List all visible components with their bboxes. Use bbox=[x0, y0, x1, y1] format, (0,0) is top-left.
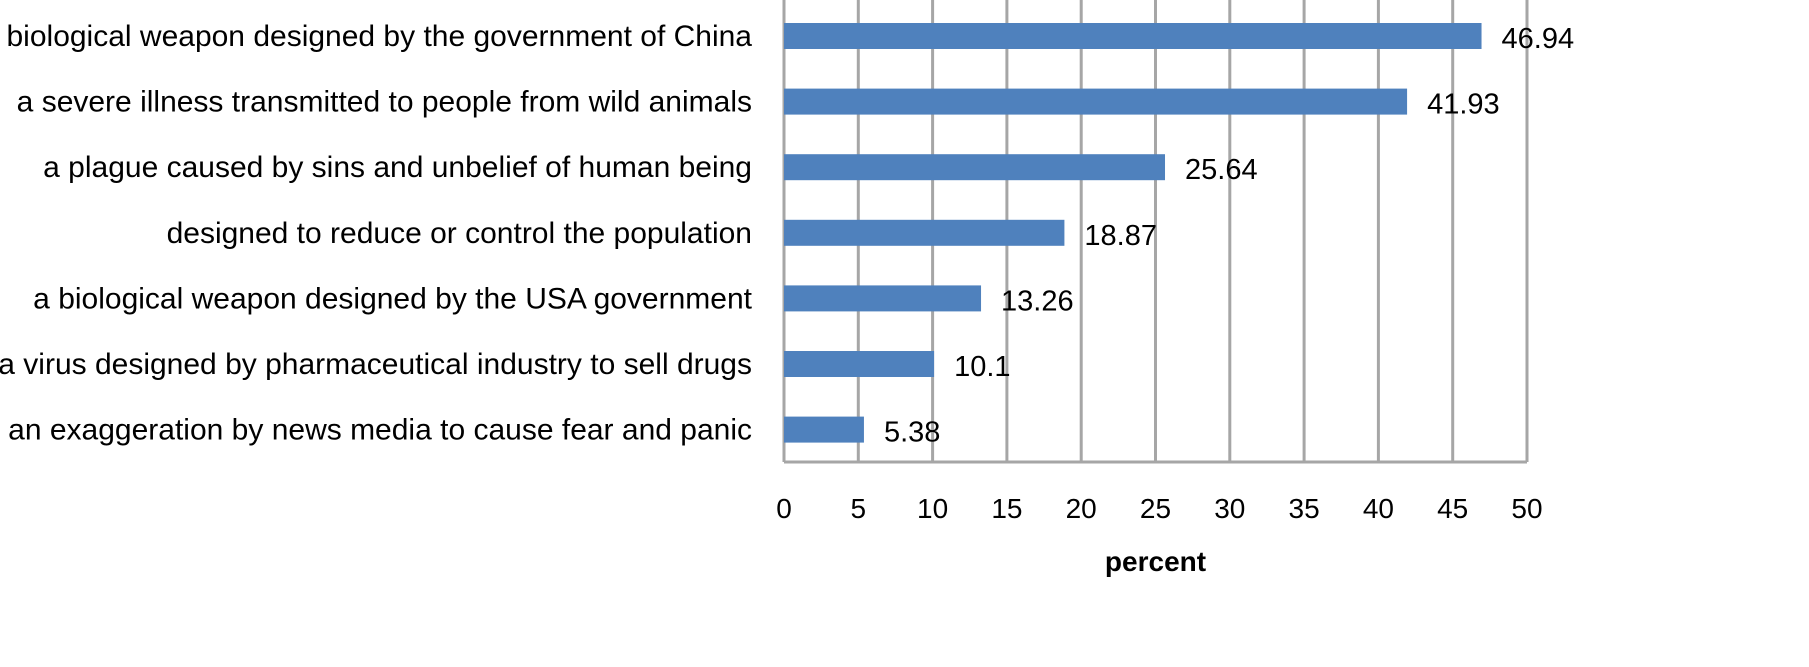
x-tick-label: 35 bbox=[1289, 493, 1320, 524]
data-label: 25.64 bbox=[1185, 154, 1258, 186]
bar bbox=[784, 351, 935, 377]
data-label: 5.38 bbox=[884, 417, 940, 449]
x-tick-label: 30 bbox=[1214, 493, 1245, 524]
data-label: 18.87 bbox=[1084, 220, 1157, 252]
category-label: a biological weapon designed by the gove… bbox=[0, 20, 752, 53]
category-label: an exaggeration by news media to cause f… bbox=[8, 414, 752, 447]
x-tick-label: 45 bbox=[1437, 493, 1468, 524]
x-tick-label: 40 bbox=[1363, 493, 1394, 524]
x-tick-labels: 0 5 10 15 20 25 30 35 40 45 50 bbox=[776, 493, 1542, 524]
category-label: a plague caused by sins and unbelief of … bbox=[43, 151, 752, 184]
category-label: a virus designed by pharmaceutical indus… bbox=[0, 348, 752, 381]
data-label: 46.94 bbox=[1502, 23, 1575, 55]
x-tick-label: 5 bbox=[851, 493, 867, 524]
bar bbox=[784, 285, 982, 312]
x-tick-label: 15 bbox=[991, 493, 1022, 524]
bar bbox=[784, 154, 1166, 181]
x-tick-label: 50 bbox=[1511, 493, 1542, 524]
bars bbox=[784, 23, 1482, 443]
bar bbox=[784, 219, 1065, 246]
data-label: 41.93 bbox=[1427, 89, 1500, 121]
gridlines bbox=[782, 0, 1529, 464]
bar bbox=[784, 88, 1408, 115]
x-axis-title: percent bbox=[1105, 546, 1206, 577]
data-label: 13.26 bbox=[1001, 285, 1074, 317]
x-tick-label: 20 bbox=[1066, 493, 1097, 524]
category-label: a biological weapon designed by the USA … bbox=[33, 282, 752, 315]
bar bbox=[784, 416, 864, 443]
x-tick-label: 0 bbox=[776, 493, 792, 524]
bar bbox=[784, 23, 1482, 49]
category-label: a severe illness transmitted to people f… bbox=[17, 86, 752, 119]
x-tick-label: 25 bbox=[1140, 493, 1171, 524]
data-label: 10.1 bbox=[954, 351, 1010, 383]
category-labels: a biological weapon designed by the gove… bbox=[0, 20, 753, 447]
x-tick-label: 10 bbox=[917, 493, 948, 524]
category-label: designed to reduce or control the popula… bbox=[167, 217, 752, 250]
data-labels: 46.94 41.93 25.64 18.87 13.26 10.1 5.38 bbox=[884, 23, 1574, 449]
